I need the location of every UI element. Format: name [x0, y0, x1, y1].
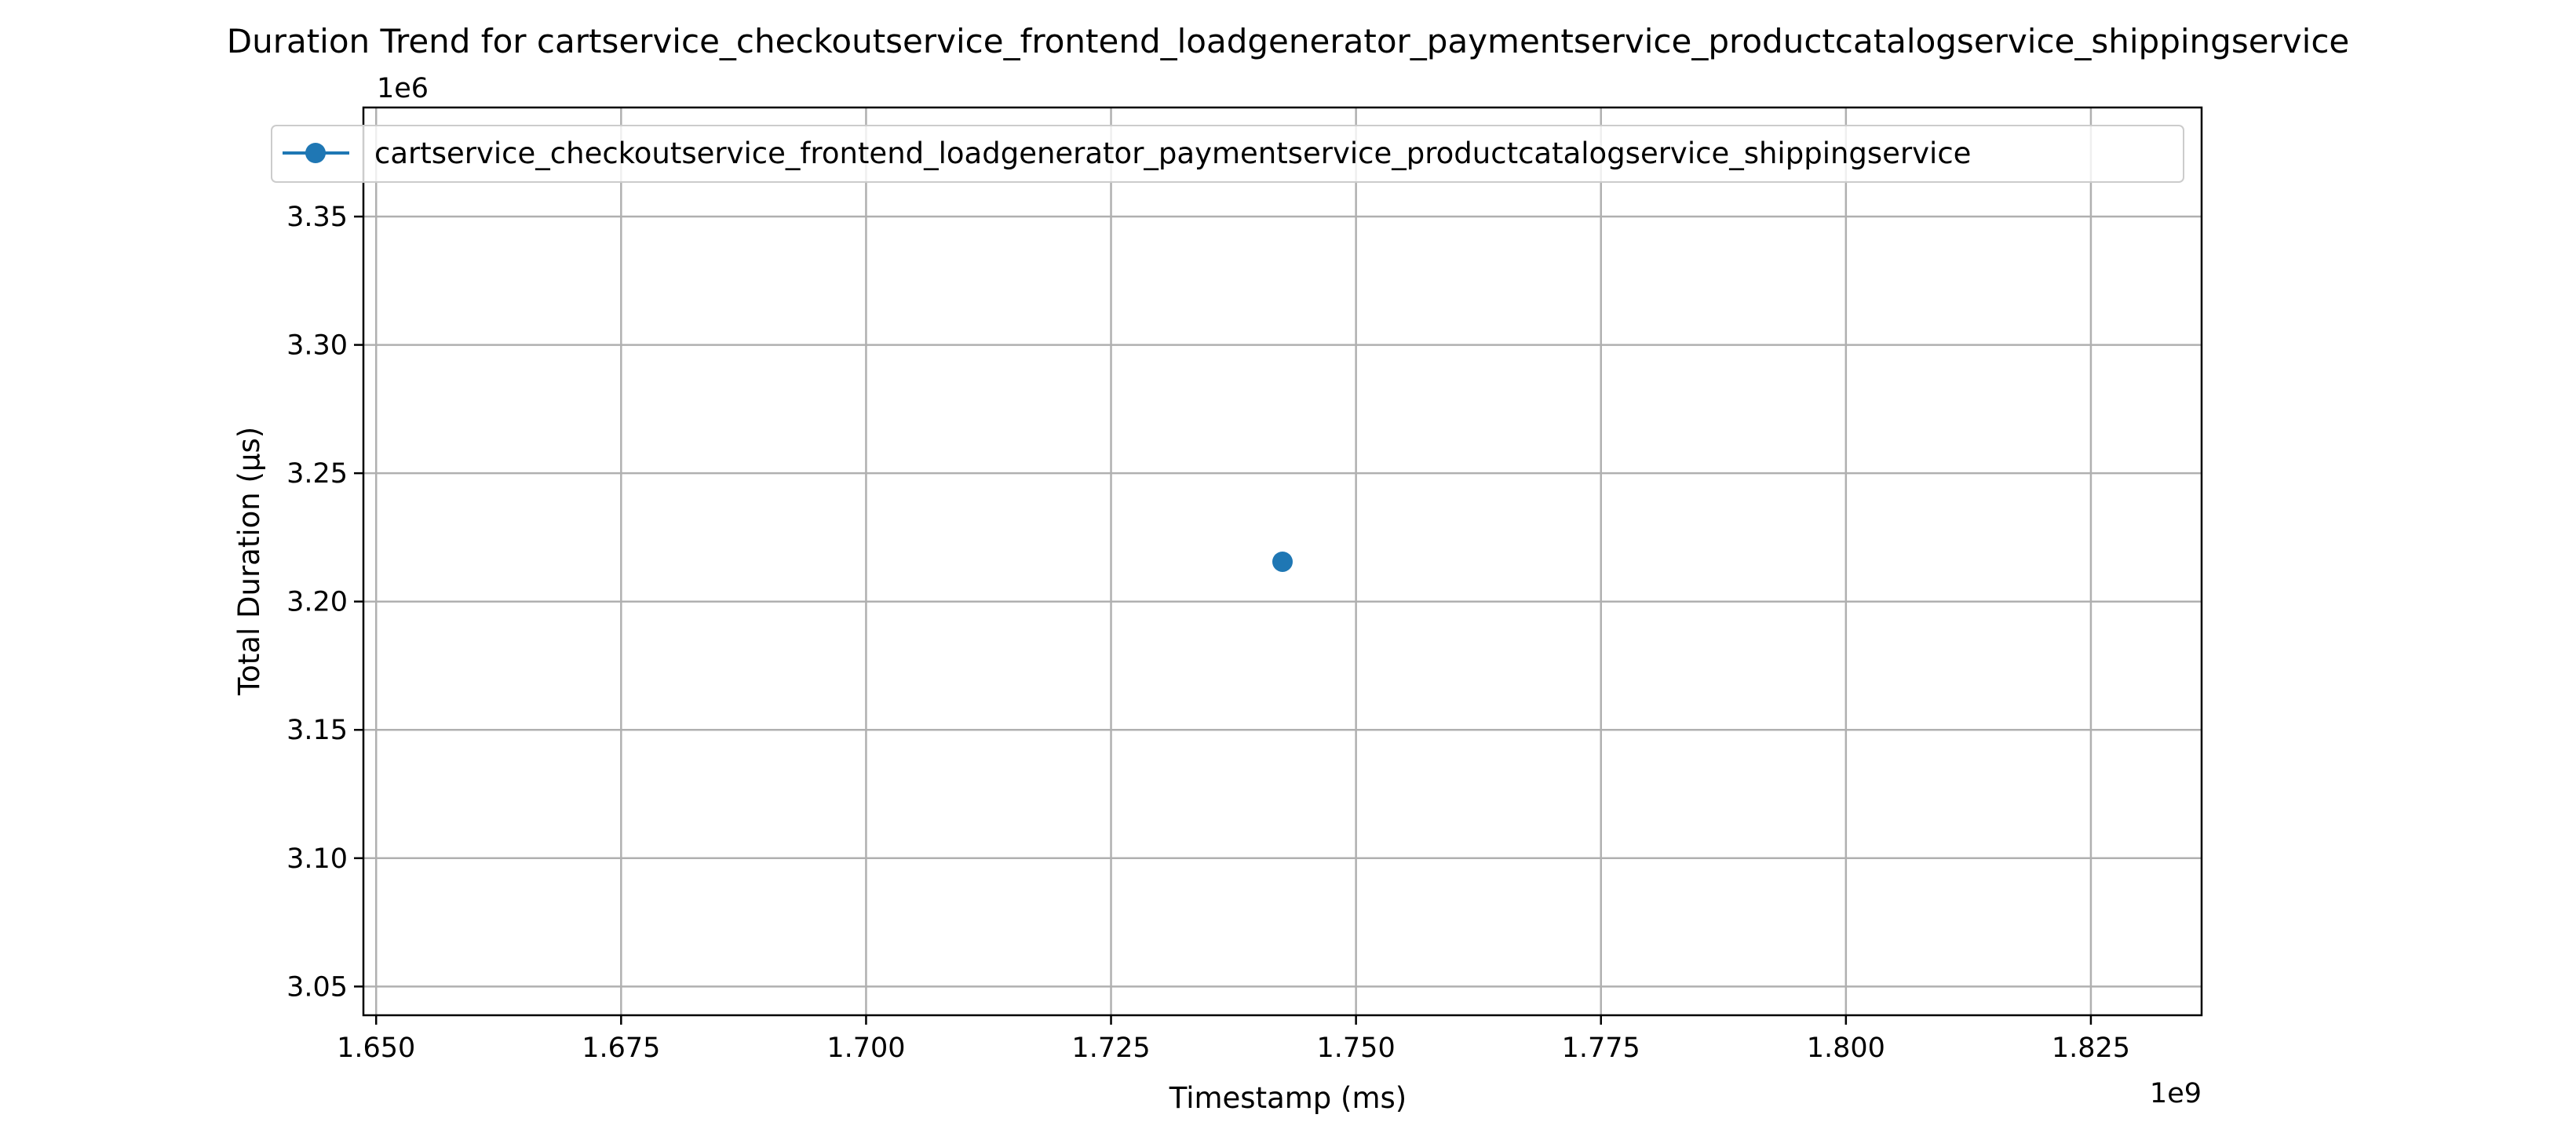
y-tick-label: 3.05	[286, 971, 348, 1003]
x-axis-ticks: 1.650 1.675 1.700 1.725 1.750 1.775 1.800 1.825	[337, 1015, 2130, 1064]
x-tick-label: 1.650	[337, 1033, 415, 1064]
y-tick-label: 3.10	[286, 843, 348, 875]
y-tick-label: 3.30	[286, 330, 348, 362]
x-tick-label: 1.675	[582, 1033, 660, 1064]
x-tick-label: 1.725	[1071, 1033, 1150, 1064]
grid-lines	[363, 107, 2202, 1015]
legend-box	[271, 125, 2184, 183]
y-axis-ticks: 3.05 3.10 3.15 3.20 3.25 3.30 3.35	[286, 202, 363, 1003]
y-axis-label: Total Duration (µs)	[232, 427, 266, 696]
series-layer	[1272, 551, 1293, 572]
y-tick-label: 3.20	[286, 587, 348, 618]
x-tick-label: 1.750	[1317, 1033, 1396, 1064]
y-axis-offset: 1e6	[377, 73, 429, 104]
x-axis-offset: 1e9	[2150, 1078, 2202, 1109]
legend-entry-label: cartservice_checkoutservice_frontend_loa…	[374, 137, 1971, 170]
plot-area-frame	[362, 106, 2203, 1017]
chart-title: Duration Trend for cartservice_checkouts…	[227, 22, 2350, 60]
x-tick-label: 1.775	[1562, 1033, 1640, 1064]
data-point	[1272, 551, 1293, 572]
y-tick-label: 3.25	[286, 458, 348, 490]
legend-marker-swatch	[305, 143, 326, 163]
y-tick-label: 3.35	[286, 202, 348, 233]
x-tick-label: 1.800	[1807, 1033, 1885, 1064]
y-tick-label: 3.15	[286, 715, 348, 746]
legend: cartservice_checkoutservice_frontend_loa…	[271, 125, 2184, 183]
x-tick-label: 1.825	[2052, 1033, 2130, 1064]
x-axis-label: Timestamp (ms)	[1169, 1081, 1407, 1115]
x-tick-label: 1.700	[826, 1033, 905, 1064]
